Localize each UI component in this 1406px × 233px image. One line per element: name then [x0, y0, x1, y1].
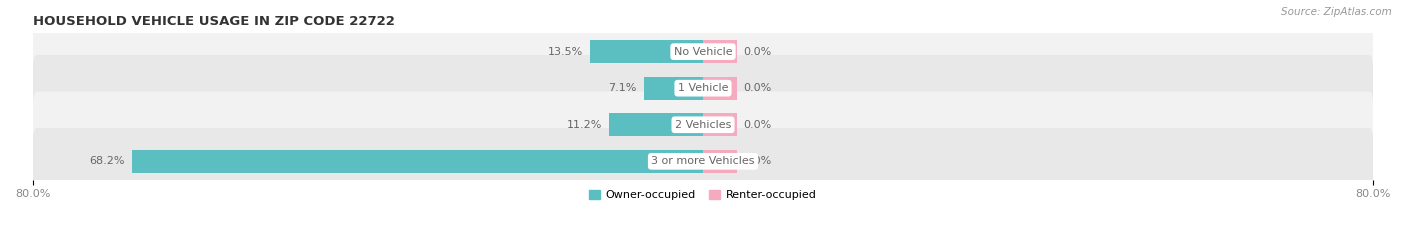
Bar — [703, 113, 737, 136]
Text: 7.1%: 7.1% — [609, 83, 637, 93]
FancyBboxPatch shape — [32, 92, 1374, 158]
Text: HOUSEHOLD VEHICLE USAGE IN ZIP CODE 22722: HOUSEHOLD VEHICLE USAGE IN ZIP CODE 2272… — [32, 15, 395, 28]
Bar — [703, 77, 737, 99]
FancyBboxPatch shape — [32, 18, 1374, 85]
Text: Source: ZipAtlas.com: Source: ZipAtlas.com — [1281, 7, 1392, 17]
Text: 0.0%: 0.0% — [744, 156, 772, 166]
Bar — [703, 150, 737, 173]
Text: No Vehicle: No Vehicle — [673, 47, 733, 57]
Text: 3 or more Vehicles: 3 or more Vehicles — [651, 156, 755, 166]
Bar — [132, 150, 703, 173]
Text: 1 Vehicle: 1 Vehicle — [678, 83, 728, 93]
Text: 2 Vehicles: 2 Vehicles — [675, 120, 731, 130]
Text: 0.0%: 0.0% — [744, 47, 772, 57]
Text: 68.2%: 68.2% — [90, 156, 125, 166]
Text: 0.0%: 0.0% — [744, 120, 772, 130]
FancyBboxPatch shape — [32, 128, 1374, 195]
Bar — [644, 77, 703, 99]
Text: 11.2%: 11.2% — [567, 120, 602, 130]
Text: 13.5%: 13.5% — [548, 47, 583, 57]
FancyBboxPatch shape — [32, 55, 1374, 121]
Bar — [703, 40, 737, 63]
Bar — [609, 113, 703, 136]
Bar — [591, 40, 703, 63]
Legend: Owner-occupied, Renter-occupied: Owner-occupied, Renter-occupied — [589, 190, 817, 200]
Text: 0.0%: 0.0% — [744, 83, 772, 93]
